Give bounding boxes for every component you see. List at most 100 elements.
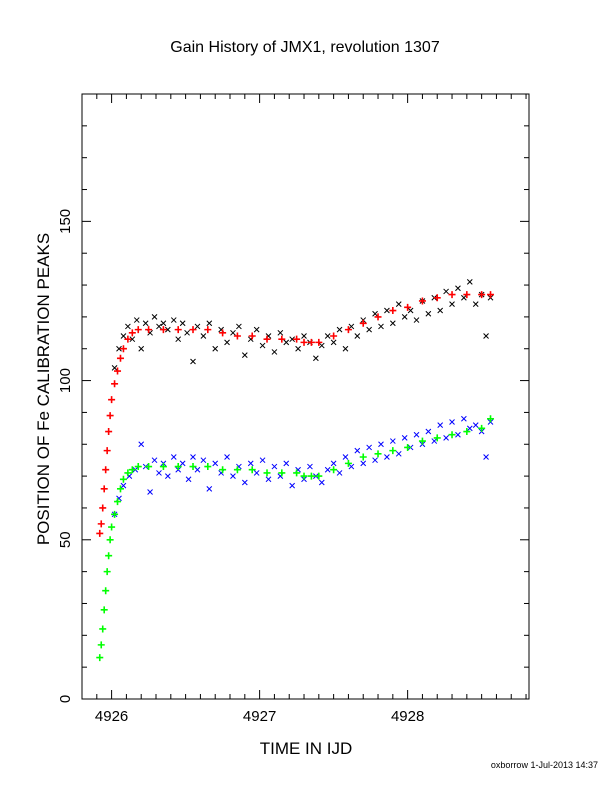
data-point (324, 466, 331, 473)
data-point (194, 466, 201, 473)
data-point (461, 294, 467, 301)
data-point (278, 469, 286, 477)
data-point (449, 419, 455, 425)
data-point (289, 482, 296, 489)
data-point (263, 469, 271, 477)
data-point (160, 320, 167, 327)
data-point (466, 425, 473, 432)
data-point (212, 345, 219, 352)
data-point (102, 466, 110, 474)
data-point (418, 297, 426, 305)
data-point (283, 339, 290, 346)
data-point (125, 323, 131, 330)
data-point (344, 459, 352, 467)
data-point (330, 332, 338, 340)
data-point (108, 396, 116, 404)
data-point (230, 473, 236, 479)
y-tick-label: 0 (57, 695, 74, 703)
data-point (108, 523, 116, 531)
data-point (463, 428, 471, 436)
series-0 (111, 279, 494, 371)
y-tick-label: 150 (57, 209, 74, 234)
data-point (455, 431, 461, 438)
plot-frame (81, 93, 530, 700)
data-point (219, 466, 227, 474)
data-point (389, 307, 397, 315)
data-point (418, 437, 426, 445)
data-point (378, 441, 384, 448)
data-point (100, 606, 108, 614)
data-point (204, 326, 212, 334)
data-point (116, 345, 122, 352)
data-point (96, 529, 104, 537)
data-point (120, 333, 127, 339)
data-point (128, 466, 136, 474)
data-point (100, 485, 108, 493)
data-point (159, 463, 167, 471)
data-point (159, 326, 167, 334)
data-point (219, 329, 227, 337)
data-point (372, 457, 378, 464)
data-points (96, 279, 495, 662)
data-point (103, 568, 111, 576)
data-point (174, 463, 182, 471)
data-point (360, 460, 367, 467)
data-point (189, 463, 197, 471)
x-tick-label: 4926 (95, 708, 128, 725)
data-point (344, 326, 352, 334)
data-point (472, 301, 479, 308)
data-point (324, 333, 331, 339)
data-point (253, 470, 260, 476)
data-point (241, 479, 248, 486)
data-point (106, 412, 114, 420)
data-point (413, 431, 420, 438)
data-point (253, 326, 260, 333)
data-point (248, 332, 256, 340)
data-point (389, 447, 397, 455)
data-point (111, 510, 119, 518)
data-point (443, 288, 449, 295)
data-point (185, 476, 192, 483)
data-point (374, 313, 382, 321)
data-point (404, 303, 412, 311)
data-point (233, 332, 241, 340)
data-point (342, 345, 349, 352)
data-point (156, 323, 162, 330)
data-point (170, 317, 177, 323)
data-point (433, 294, 441, 302)
data-point (366, 444, 372, 451)
data-point (224, 339, 230, 346)
data-point (179, 460, 186, 467)
y-axis-label: POSITION OF Fe CALIBRATION PEAKS (34, 233, 53, 545)
data-point (293, 335, 301, 343)
data-point (114, 367, 122, 375)
data-point (283, 460, 290, 467)
data-point (307, 463, 313, 470)
data-point (263, 335, 271, 343)
data-point (366, 326, 372, 333)
data-point (259, 457, 266, 464)
data-point (194, 323, 201, 330)
data-point (389, 438, 396, 444)
data-point (204, 463, 212, 471)
x-tick-label: 4928 (391, 708, 424, 725)
data-point (119, 475, 127, 483)
data-point (483, 454, 489, 460)
data-point (395, 450, 402, 457)
data-point (134, 326, 142, 334)
data-point (190, 358, 196, 365)
data-point (99, 504, 107, 512)
data-point (289, 336, 296, 343)
data-point (407, 307, 414, 314)
data-point (236, 323, 242, 330)
data-point (145, 326, 153, 334)
data-point (119, 345, 127, 353)
data-point (300, 472, 308, 480)
data-point (97, 520, 105, 528)
data-point (404, 443, 412, 451)
data-point (354, 333, 361, 339)
data-point (138, 441, 145, 448)
data-point (448, 291, 456, 299)
data-point (96, 654, 104, 662)
data-point (301, 333, 307, 339)
